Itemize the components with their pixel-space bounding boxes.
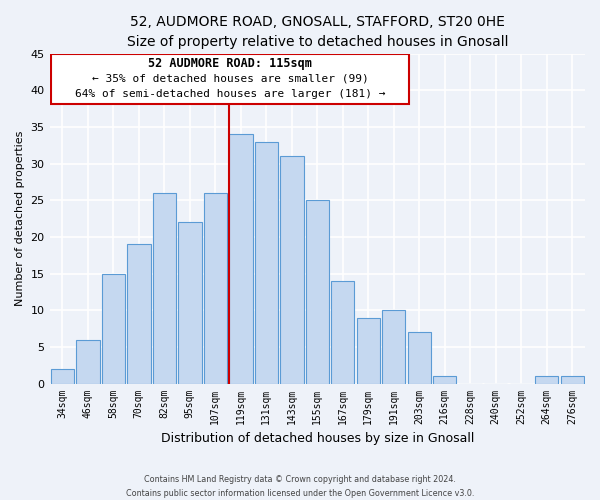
- Bar: [152, 193, 176, 384]
- Bar: [76, 340, 100, 384]
- Text: Contains HM Land Registry data © Crown copyright and database right 2024.
Contai: Contains HM Land Registry data © Crown c…: [126, 476, 474, 498]
- Bar: [433, 376, 457, 384]
- Bar: [101, 274, 125, 384]
- Bar: [178, 222, 202, 384]
- Title: 52, AUDMORE ROAD, GNOSALL, STAFFORD, ST20 0HE
Size of property relative to detac: 52, AUDMORE ROAD, GNOSALL, STAFFORD, ST2…: [127, 15, 508, 48]
- Bar: [382, 310, 406, 384]
- Bar: [407, 332, 431, 384]
- Bar: [535, 376, 559, 384]
- Bar: [229, 134, 253, 384]
- Bar: [356, 318, 380, 384]
- Text: ← 35% of detached houses are smaller (99): ← 35% of detached houses are smaller (99…: [92, 74, 368, 84]
- Text: 52 AUDMORE ROAD: 115sqm: 52 AUDMORE ROAD: 115sqm: [148, 58, 312, 70]
- FancyBboxPatch shape: [51, 54, 409, 104]
- Bar: [560, 376, 584, 384]
- Y-axis label: Number of detached properties: Number of detached properties: [15, 131, 25, 306]
- Bar: [331, 281, 355, 384]
- Bar: [50, 369, 74, 384]
- Bar: [305, 200, 329, 384]
- Bar: [203, 193, 227, 384]
- Bar: [280, 156, 304, 384]
- Text: 64% of semi-detached houses are larger (181) →: 64% of semi-detached houses are larger (…: [74, 89, 385, 99]
- Bar: [254, 142, 278, 384]
- X-axis label: Distribution of detached houses by size in Gnosall: Distribution of detached houses by size …: [161, 432, 474, 445]
- Bar: [127, 244, 151, 384]
